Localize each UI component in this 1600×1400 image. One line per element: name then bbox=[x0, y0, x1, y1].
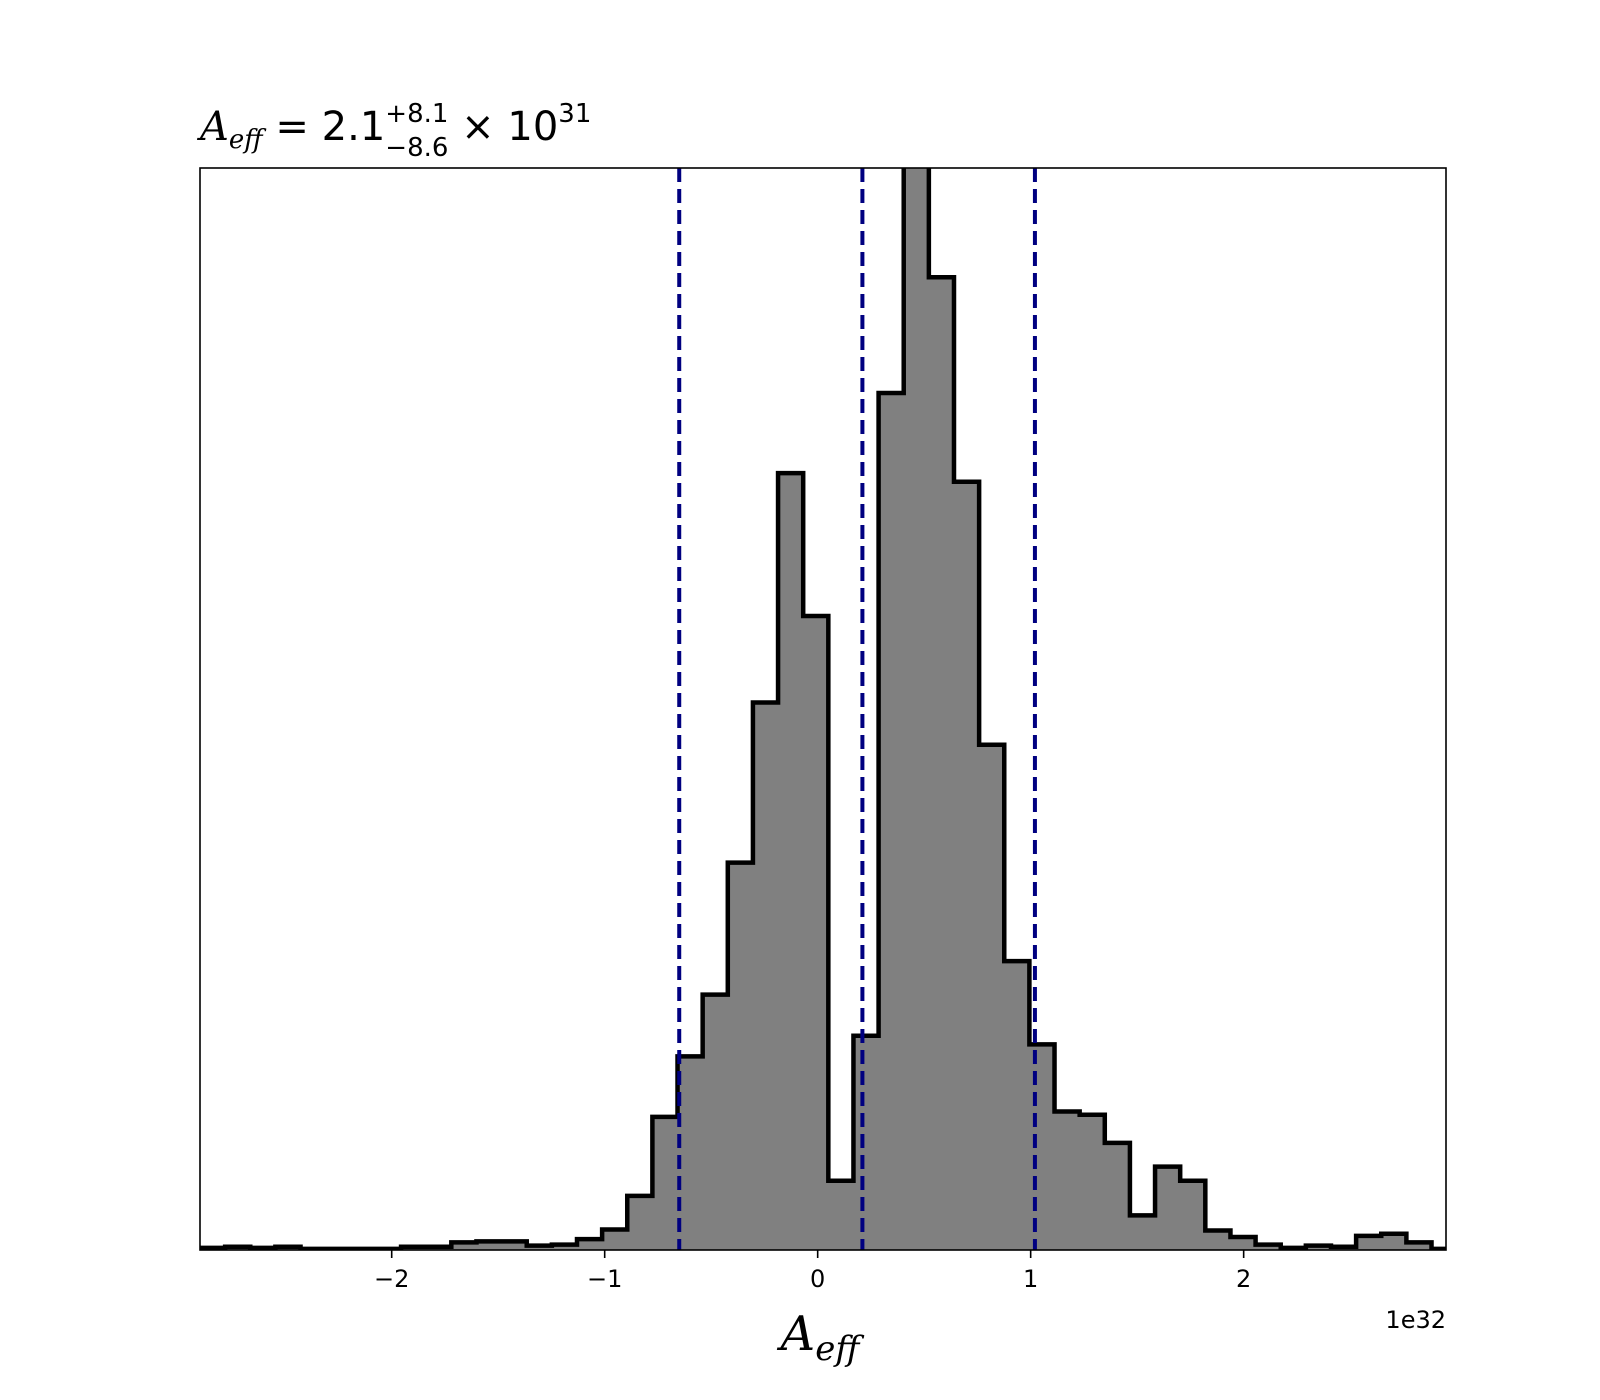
x-tick-label: −2 bbox=[374, 1265, 409, 1293]
histogram-bar bbox=[928, 277, 955, 1250]
histogram-bar bbox=[1079, 1114, 1106, 1250]
histogram-outline bbox=[200, 168, 1446, 1250]
title-equals: = bbox=[263, 104, 322, 150]
histogram-bar bbox=[778, 473, 804, 1250]
x-axis-ticks: −2 −1 0 1 2 bbox=[374, 1250, 1251, 1293]
histogram-bar bbox=[1230, 1237, 1257, 1250]
title-times: × bbox=[448, 104, 507, 150]
histogram-bar bbox=[627, 1195, 653, 1250]
histogram-bar bbox=[1356, 1235, 1382, 1250]
histogram-bar bbox=[752, 702, 779, 1250]
title-symbol: A bbox=[196, 104, 229, 150]
histogram-bar bbox=[853, 1035, 880, 1250]
histogram-bar bbox=[979, 744, 1005, 1250]
x-tick-label: 1 bbox=[1023, 1265, 1038, 1293]
histogram-bar bbox=[551, 1244, 578, 1250]
histogram-bar bbox=[576, 1239, 603, 1250]
x-axis-label-sub: eff bbox=[815, 1329, 864, 1369]
title-upper-error: +8.1 bbox=[385, 99, 448, 129]
title-symbol-sub: eff bbox=[229, 125, 267, 155]
histogram-bar bbox=[1381, 1233, 1407, 1250]
x-axis-label-symbol: A bbox=[777, 1306, 816, 1362]
histogram-bar bbox=[1457, 1249, 1483, 1250]
title-base: 10 bbox=[507, 104, 558, 150]
histogram-bar bbox=[903, 168, 930, 1250]
histogram-bar bbox=[953, 481, 980, 1250]
x-tick-label: −1 bbox=[587, 1265, 622, 1293]
chart-title: Aeff = 2.1+8.1 −8.6 × 1031 bbox=[196, 99, 591, 163]
x-tick-label: 2 bbox=[1236, 1265, 1251, 1293]
plot-frame bbox=[199, 167, 1447, 1251]
histogram-bar bbox=[803, 615, 829, 1250]
histogram-bars bbox=[200, 168, 1508, 1250]
histogram-bar bbox=[501, 1241, 528, 1250]
histogram-bar bbox=[878, 393, 905, 1250]
histogram-bar bbox=[1180, 1180, 1206, 1250]
histogram-bar bbox=[476, 1241, 503, 1250]
histogram-bar bbox=[727, 862, 754, 1250]
histogram-bar bbox=[1406, 1242, 1433, 1250]
histogram-bar bbox=[1255, 1244, 1282, 1250]
histogram-bar bbox=[1482, 1248, 1508, 1250]
histogram-bar bbox=[1054, 1111, 1081, 1250]
histogram-bar bbox=[1155, 1166, 1181, 1250]
title-value: 2.1 bbox=[322, 104, 386, 150]
histogram-bar bbox=[1205, 1230, 1231, 1250]
histogram-bar bbox=[602, 1229, 628, 1250]
histogram-bar bbox=[1004, 961, 1030, 1250]
histogram-bar bbox=[652, 1116, 679, 1250]
histogram-bar bbox=[702, 994, 729, 1250]
x-axis-label: Aeff bbox=[777, 1306, 865, 1369]
title-exponent: 31 bbox=[558, 99, 591, 129]
x-tick-label: 0 bbox=[810, 1265, 825, 1293]
histogram-bar bbox=[451, 1242, 477, 1250]
histogram-bar bbox=[1104, 1142, 1131, 1250]
histogram-bar bbox=[1129, 1215, 1156, 1250]
title-lower-error: −8.6 bbox=[385, 133, 448, 163]
x-axis-offset-label: 1e32 bbox=[1385, 1306, 1446, 1334]
quantile-lines bbox=[677, 168, 1037, 1250]
histogram-bar bbox=[828, 1180, 854, 1250]
histogram-bar bbox=[677, 1056, 704, 1250]
